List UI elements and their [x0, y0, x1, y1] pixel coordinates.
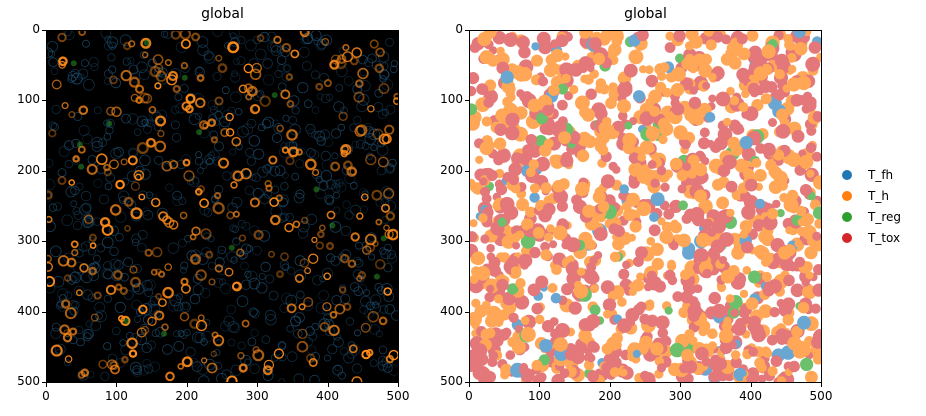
y-tick-mark	[42, 311, 46, 313]
y-tick-mark	[42, 241, 46, 243]
y-tick-label: 300	[440, 233, 463, 248]
legend-item-t-fh: T_fh	[836, 164, 901, 185]
cell-type-scatter	[470, 31, 821, 382]
y-tick-label: 500	[440, 374, 463, 388]
y-tick-label: 0	[455, 22, 463, 36]
y-tick-label: 200	[440, 162, 463, 177]
right-panel-title: global	[624, 6, 667, 22]
legend-label: T_h	[868, 188, 889, 203]
y-tick-mark	[42, 170, 46, 172]
x-tick-mark	[469, 383, 470, 387]
legend-item-t-tox: T_tox	[836, 227, 901, 248]
x-tick-label: 300	[668, 389, 692, 403]
y-tick-mark	[465, 170, 469, 172]
x-tick-label: 400	[739, 389, 763, 403]
x-tick-mark	[398, 383, 399, 387]
y-tick-mark	[465, 241, 469, 243]
y-tick-mark	[42, 30, 46, 31]
x-tick-mark	[821, 383, 822, 387]
y-tick-mark	[465, 100, 469, 102]
y-tick-label: 100	[440, 92, 463, 107]
legend-marker-icon	[842, 232, 852, 243]
x-tick-mark	[539, 383, 541, 387]
y-tick-mark	[42, 100, 46, 102]
legend-marker-icon	[842, 211, 852, 222]
x-tick-mark	[116, 383, 118, 387]
x-tick-label: 200	[175, 389, 199, 403]
y-tick-mark	[465, 30, 469, 31]
legend-marker-icon	[842, 169, 852, 180]
y-tick-mark	[42, 382, 46, 383]
x-tick-label: 500	[386, 389, 410, 403]
x-tick-label: 100	[527, 389, 551, 403]
y-tick-mark	[465, 382, 469, 383]
y-tick-label: 100	[17, 92, 40, 107]
legend-item-t-h: T_h	[836, 185, 901, 206]
legend: T_fh T_h T_reg T_tox	[836, 164, 901, 248]
legend-label: T_fh	[868, 167, 894, 182]
fluorescence-image	[47, 31, 398, 382]
x-tick-mark	[186, 383, 188, 387]
x-tick-label: 0	[465, 389, 473, 403]
cell-type-scatter-axes	[469, 30, 822, 383]
legend-label: T_tox	[868, 230, 901, 245]
y-tick-label: 200	[17, 162, 40, 177]
legend-item-t-reg: T_reg	[836, 206, 901, 227]
y-tick-label: 300	[17, 233, 40, 248]
y-tick-label: 0	[32, 22, 40, 36]
x-tick-mark	[609, 383, 611, 387]
legend-marker-icon	[842, 190, 852, 201]
x-tick-label: 0	[42, 389, 50, 403]
x-tick-label: 500	[809, 389, 833, 403]
x-tick-mark	[46, 383, 47, 387]
x-tick-mark	[327, 383, 329, 387]
left-panel-title: global	[201, 6, 244, 22]
y-tick-label: 400	[17, 303, 40, 318]
y-tick-label: 500	[17, 374, 40, 388]
x-tick-label: 300	[245, 389, 269, 403]
x-tick-mark	[257, 383, 259, 387]
x-tick-label: 100	[104, 389, 128, 403]
legend-label: T_reg	[868, 209, 901, 224]
fluorescence-image-axes	[46, 30, 399, 383]
x-tick-mark	[680, 383, 682, 387]
x-tick-label: 400	[316, 389, 340, 403]
y-tick-mark	[465, 311, 469, 313]
x-tick-label: 200	[598, 389, 622, 403]
y-tick-label: 400	[440, 303, 463, 318]
x-tick-mark	[750, 383, 752, 387]
